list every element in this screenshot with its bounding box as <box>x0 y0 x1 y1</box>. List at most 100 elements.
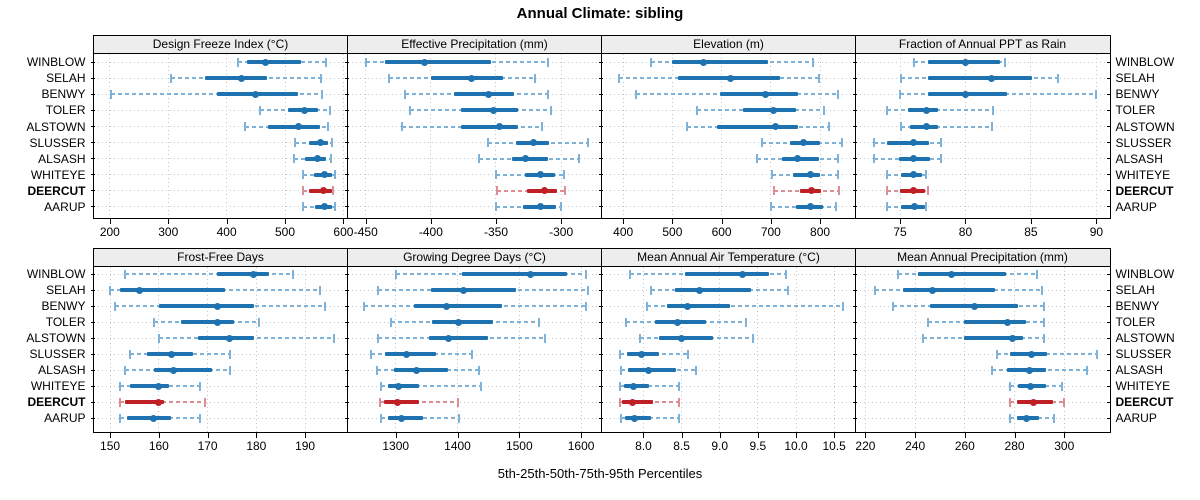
y-tick <box>91 401 95 403</box>
vertical-gridline <box>365 54 367 218</box>
median-dot <box>412 366 420 374</box>
y-tick <box>853 174 857 176</box>
median-dot <box>637 350 645 358</box>
whisker-cap-high <box>925 170 928 180</box>
whisker-cap-high <box>328 105 331 115</box>
row-gridline <box>855 190 1110 192</box>
y-tick <box>91 369 95 371</box>
whisker-cap-low <box>243 122 246 131</box>
row-gridline <box>601 417 856 419</box>
iqr-bar <box>127 416 171 420</box>
row-gridline <box>93 401 348 403</box>
whisker-cap-high <box>458 413 461 423</box>
whisker-cap-low <box>123 269 126 279</box>
whisker-cap-low <box>259 105 262 115</box>
y-tick <box>1107 385 1111 387</box>
x-tick <box>915 433 917 438</box>
vertical-gridline <box>495 54 497 218</box>
strip-separator <box>600 249 602 266</box>
row-gridline <box>347 158 602 160</box>
x-tick-label: -300 <box>549 225 574 239</box>
vertical-gridline <box>395 267 397 432</box>
x-tick-label: 1600 <box>567 439 595 453</box>
y-tick <box>853 142 857 144</box>
y-tick <box>345 77 349 79</box>
x-tick-label: 8.5 <box>673 439 690 453</box>
whisker-cap-high <box>333 333 336 343</box>
x-tick <box>1064 433 1066 438</box>
whisker-cap-high <box>332 186 335 196</box>
median-dot <box>922 106 930 114</box>
vertical-gridline <box>795 267 797 432</box>
median-dot <box>398 414 406 422</box>
x-tick-label: 10.5 <box>822 439 846 453</box>
x-tick <box>820 219 822 224</box>
whisker-cap-low <box>996 349 999 359</box>
x-tick <box>721 219 723 224</box>
y-tick <box>345 190 349 192</box>
y-tick <box>853 321 857 323</box>
whisker-cap-high <box>456 397 459 407</box>
whisker-cap-high <box>1095 349 1098 359</box>
y-tick <box>91 305 95 307</box>
y-tick <box>345 401 349 403</box>
y-tick <box>91 321 95 323</box>
figure-title: Annual Climate: sibling <box>516 5 684 22</box>
whisker-cap-low <box>649 57 652 67</box>
whisker-cap-high <box>534 73 537 83</box>
y-tick <box>345 61 349 63</box>
iqr-bar <box>685 272 769 276</box>
whisker-cap-low <box>921 333 924 343</box>
station-label-right-alsash: ALSASH <box>1115 363 1163 377</box>
y-tick <box>1107 126 1111 127</box>
station-label-left-selah: SELAH <box>46 71 86 86</box>
x-tick <box>623 219 625 224</box>
whisker-cap-high <box>540 122 543 131</box>
station-label-right-winblow: WINBLOW <box>1115 267 1175 281</box>
y-tick <box>599 77 603 79</box>
whisker-cap-low <box>409 105 412 115</box>
median-dot <box>150 414 158 422</box>
station-label-left-aarup: AARUP <box>44 199 86 214</box>
whisker-cap-high <box>939 138 942 148</box>
y-tick <box>1107 109 1111 111</box>
row-gridline <box>347 417 602 419</box>
whisker-cap-low <box>128 349 131 359</box>
station-label-right-aarup: AARUP <box>1115 411 1157 425</box>
median-dot <box>238 74 246 82</box>
y-tick <box>853 190 857 192</box>
whisker-cap-low <box>379 381 382 391</box>
y-tick <box>1107 206 1111 208</box>
whisker-cap-low <box>773 186 776 196</box>
y-tick <box>599 93 603 95</box>
iqr-bar <box>917 272 1006 276</box>
x-tick-label: 190 <box>295 439 316 453</box>
station-label-right-toler: TOLER <box>1115 315 1156 329</box>
whisker-cap-high <box>991 105 994 115</box>
row-gridline <box>93 61 348 63</box>
station-label-right-alstown: ALSTOWN <box>1115 119 1175 134</box>
iqr-bar <box>674 288 751 292</box>
median-dot <box>910 203 918 211</box>
station-label-left-alstown: ALSTOWN <box>26 119 86 134</box>
iqr-bar <box>124 400 164 404</box>
x-tick <box>757 433 759 438</box>
whisker-cap-low <box>618 381 621 391</box>
vertical-gridline <box>342 54 344 218</box>
x-tick <box>305 433 307 438</box>
median-dot <box>1025 366 1033 374</box>
vertical-gridline <box>770 54 772 218</box>
median-dot <box>394 382 402 390</box>
whisker-cap-low <box>236 57 239 67</box>
x-tick-label: 600 <box>711 225 732 239</box>
x-tick <box>519 433 521 438</box>
x-tick <box>1030 219 1032 224</box>
y-tick <box>599 369 603 371</box>
panel-separator <box>854 54 856 218</box>
whisker-cap-low <box>118 397 121 407</box>
whisker-cap-low <box>1008 381 1011 391</box>
panel-separator <box>600 54 602 218</box>
x-tick-label: 150 <box>100 439 121 453</box>
y-tick <box>1107 61 1111 63</box>
body-row-1 <box>92 266 1111 433</box>
